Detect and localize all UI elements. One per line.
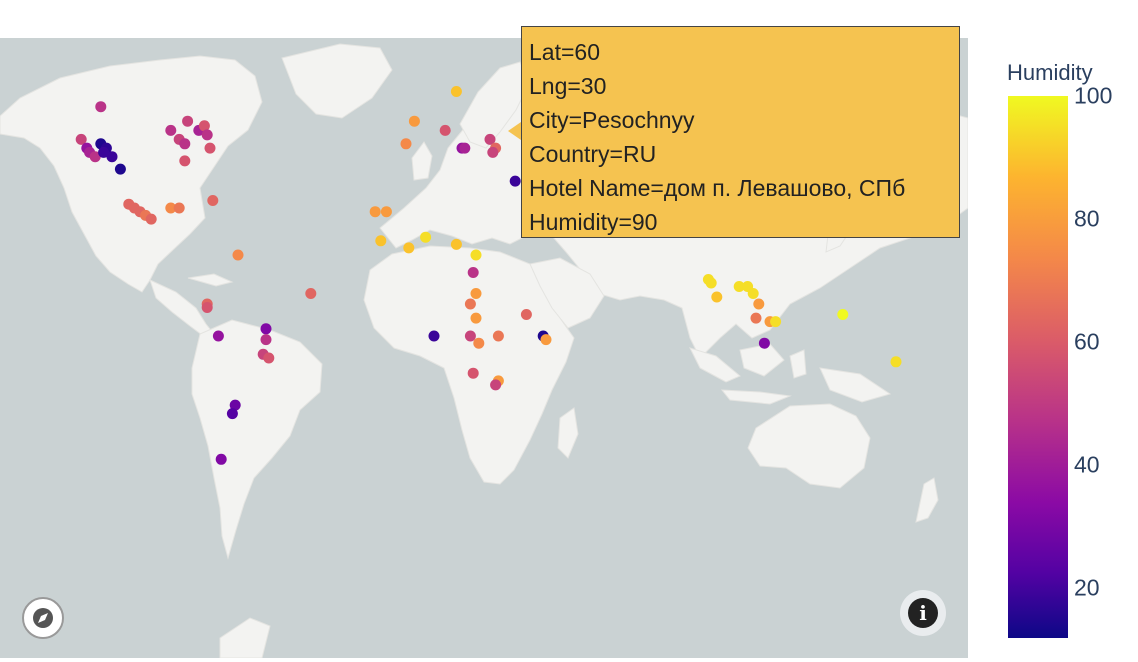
tooltip-country: Country=RU: [529, 141, 657, 167]
city-marker[interactable]: [260, 334, 272, 346]
city-marker[interactable]: [439, 124, 451, 136]
city-marker[interactable]: [750, 312, 762, 324]
colorbar-tick-100: 100: [1074, 82, 1113, 109]
city-marker[interactable]: [520, 309, 532, 320]
city-marker[interactable]: [747, 288, 759, 299]
city-marker[interactable]: [89, 151, 101, 163]
city-marker[interactable]: [467, 367, 479, 379]
info-button[interactable]: i: [900, 590, 946, 636]
city-marker[interactable]: [450, 86, 462, 97]
city-marker[interactable]: [114, 163, 126, 175]
city-marker[interactable]: [484, 133, 496, 145]
city-marker[interactable]: [201, 302, 213, 313]
city-marker[interactable]: [753, 298, 765, 310]
city-marker[interactable]: [770, 316, 782, 328]
city-marker[interactable]: [459, 142, 471, 154]
colorbar-tick-80: 80: [1074, 205, 1100, 232]
info-icon: i: [908, 598, 938, 628]
city-marker[interactable]: [487, 146, 499, 158]
city-marker[interactable]: [420, 231, 432, 243]
city-marker[interactable]: [207, 195, 219, 206]
city-marker[interactable]: [540, 334, 552, 346]
city-marker[interactable]: [212, 330, 224, 342]
city-marker[interactable]: [467, 267, 479, 278]
tooltip-hotel-name: Hotel Name=дом п. Левашово, СПб: [529, 175, 906, 201]
hover-tooltip: Lat=60 Lng=30 City=Pesochnyy Country=RU …: [521, 26, 960, 238]
city-marker[interactable]: [98, 146, 110, 158]
city-marker[interactable]: [369, 206, 381, 218]
city-marker[interactable]: [509, 175, 521, 187]
city-marker[interactable]: [165, 124, 177, 136]
city-marker[interactable]: [400, 138, 412, 150]
city-marker[interactable]: [470, 312, 482, 324]
city-marker[interactable]: [95, 101, 107, 113]
city-marker[interactable]: [711, 291, 723, 303]
city-marker[interactable]: [837, 309, 849, 320]
colorbar-tick-20: 20: [1074, 574, 1100, 601]
city-marker[interactable]: [408, 115, 420, 127]
city-marker[interactable]: [198, 120, 210, 132]
city-marker[interactable]: [380, 206, 392, 218]
city-marker[interactable]: [260, 323, 272, 335]
tooltip-humidity: Humidity=90: [529, 209, 658, 235]
city-marker[interactable]: [165, 202, 177, 214]
city-marker[interactable]: [179, 155, 191, 167]
tooltip-arrow: [508, 122, 521, 140]
city-marker[interactable]: [106, 151, 118, 163]
city-marker[interactable]: [179, 138, 191, 150]
city-markers[interactable]: [75, 86, 902, 465]
city-marker[interactable]: [890, 356, 902, 368]
city-marker[interactable]: [75, 133, 87, 145]
city-marker[interactable]: [145, 213, 157, 225]
tooltip-city: City=Pesochnyy: [529, 107, 695, 133]
compass-button[interactable]: [22, 597, 64, 639]
city-marker[interactable]: [305, 288, 317, 299]
city-marker[interactable]: [450, 238, 462, 250]
city-marker[interactable]: [470, 249, 482, 261]
tooltip-lat: Lat=60: [529, 39, 600, 65]
colorbar-tick-60: 60: [1074, 328, 1100, 355]
city-marker[interactable]: [490, 379, 502, 391]
city-marker[interactable]: [229, 399, 241, 411]
city-marker[interactable]: [226, 408, 238, 420]
colorbar-title: Humidity: [1007, 60, 1093, 85]
city-marker[interactable]: [464, 298, 476, 310]
city-marker[interactable]: [215, 453, 227, 465]
city-marker[interactable]: [204, 142, 216, 154]
city-marker[interactable]: [473, 337, 485, 349]
city-marker[interactable]: [263, 352, 275, 364]
city-marker[interactable]: [470, 288, 482, 299]
city-marker[interactable]: [182, 115, 194, 127]
city-marker[interactable]: [375, 235, 387, 247]
city-marker[interactable]: [758, 337, 770, 349]
tooltip-lng: Lng=30: [529, 73, 607, 99]
city-marker[interactable]: [173, 202, 185, 214]
colorbar: [1008, 96, 1068, 638]
city-marker[interactable]: [403, 242, 415, 254]
colorbar-tick-40: 40: [1074, 451, 1100, 478]
city-marker[interactable]: [492, 330, 504, 342]
city-marker[interactable]: [733, 281, 745, 292]
city-marker[interactable]: [464, 330, 476, 342]
compass-icon: [33, 608, 53, 628]
city-marker[interactable]: [428, 330, 440, 342]
city-marker[interactable]: [705, 277, 717, 289]
city-marker[interactable]: [232, 249, 244, 261]
city-marker[interactable]: [201, 129, 213, 141]
